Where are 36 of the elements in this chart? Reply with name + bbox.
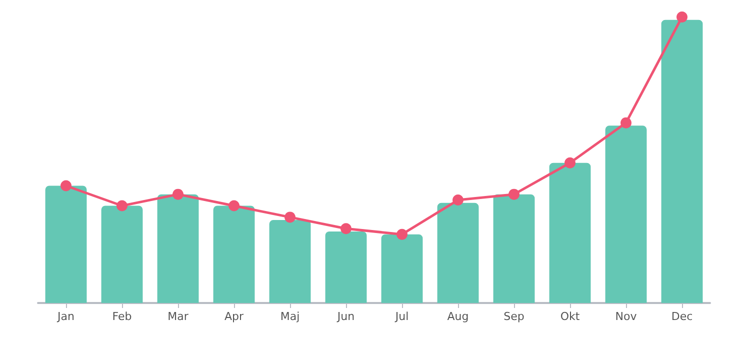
point — [116, 200, 128, 212]
x-tick-label: Nov — [615, 310, 638, 323]
bar — [549, 162, 591, 303]
bar — [325, 232, 367, 303]
bar — [381, 234, 423, 303]
bar — [605, 126, 647, 303]
point — [284, 212, 296, 223]
point — [564, 157, 576, 168]
x-tick-label: Feb — [112, 310, 132, 323]
point — [508, 188, 520, 200]
x-tick-label: Jun — [336, 310, 355, 323]
point — [676, 12, 688, 22]
point — [620, 117, 632, 128]
point — [228, 200, 240, 212]
bar — [101, 206, 143, 303]
point — [340, 223, 352, 234]
x-tick-label: Jan — [56, 310, 74, 323]
x-tick-label: Sep — [504, 310, 524, 323]
point — [172, 188, 184, 200]
x-tick-label: Dec — [671, 310, 693, 323]
bar — [493, 194, 535, 303]
bar — [213, 206, 255, 303]
bar — [157, 194, 199, 303]
x-tick-label: Maj — [280, 310, 300, 323]
point — [60, 180, 72, 192]
bar — [437, 202, 479, 303]
x-tick-label: Jul — [394, 310, 409, 323]
bar — [661, 20, 703, 303]
bar — [45, 186, 87, 303]
x-tick-label: Apr — [224, 310, 244, 323]
point — [452, 194, 464, 206]
point — [396, 228, 408, 240]
x-tick-label: Okt — [560, 310, 580, 323]
bar — [269, 220, 311, 303]
x-tick-label: Mar — [168, 310, 189, 323]
x-tick-label: Aug — [447, 310, 469, 323]
